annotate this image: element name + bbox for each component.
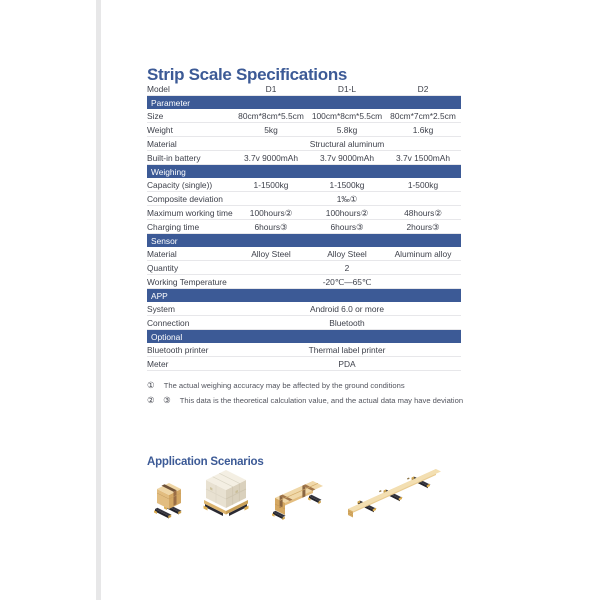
table-row: Size 80cm*8cm*5.5cm 100cm*8cm*5.5cm 80cm…	[147, 109, 461, 123]
row-label: Working Temperature	[147, 276, 227, 287]
box-stack	[205, 470, 247, 508]
page-edge-shadow	[96, 0, 101, 600]
footnote-1-marker: ①	[147, 380, 158, 390]
section-row-optional: Optional	[147, 330, 461, 343]
cell-d1: Alloy Steel	[251, 248, 291, 259]
row-label: Built-in battery	[147, 152, 201, 163]
section-row-app: APP	[147, 289, 461, 302]
cell-d1: 6hours③	[254, 221, 288, 232]
parcel-box-on-strip-scales-icon	[149, 478, 189, 524]
application-scenarios-title: Application Scenarios	[147, 455, 264, 468]
cell-d2: Aluminum alloy	[394, 248, 452, 259]
wooden-crate	[274, 481, 323, 515]
cardboard-box	[156, 483, 182, 509]
cell-d1l: Alloy Steel	[327, 248, 367, 259]
cell-d1l: 1-1500kg	[329, 179, 365, 190]
cell-span: -20℃—65℃	[322, 276, 372, 287]
table-row: Built-in battery 3.7v 9000mAh 3.7v 9000m…	[147, 151, 461, 165]
header-col-d2: D2	[417, 83, 429, 94]
row-label: Composite deviation	[147, 193, 223, 204]
row-label: Bluetooth printer	[147, 344, 209, 355]
header-col-d1: D1	[265, 83, 277, 94]
table-row: Charging time 6hours③ 6hours③ 2hours③	[147, 220, 461, 234]
strip-scales	[203, 504, 249, 516]
cell-d1: 3.7v 9000mAh	[243, 152, 298, 163]
palletized-boxes-on-strip-scales-icon	[201, 467, 251, 521]
row-label: Connection	[147, 317, 190, 328]
table-row: Maximum working time 100hours② 100hours②…	[147, 206, 461, 220]
cell-d1: 5kg	[264, 124, 278, 135]
cell-span: Structural aluminum	[309, 138, 385, 149]
table-row: Weight 5kg 5.8kg 1.6kg	[147, 123, 461, 137]
spec-table: Model D1 D1-L D2 Parameter Size 80cm*8cm…	[147, 82, 461, 371]
footnote-2-text: This data is the theoretical calculation…	[179, 395, 464, 405]
section-row-weighing: Weighing	[147, 165, 461, 178]
cell-d1l: 3.7v 9000mAh	[319, 152, 374, 163]
table-row: Meter PDA	[147, 357, 461, 371]
row-label: Quantity	[147, 262, 179, 273]
strip-scales	[272, 494, 322, 521]
row-label: Capacity (single))	[147, 179, 213, 190]
wooden-crate-on-strip-scales-icon	[271, 474, 328, 522]
wooden-beam	[347, 469, 441, 518]
cell-d1l: 100cm*8cm*5.5cm	[311, 110, 383, 121]
cell-span: PDA	[338, 358, 356, 369]
table-row: Connection Bluetooth	[147, 316, 461, 330]
row-label: Maximum working time	[147, 207, 233, 218]
table-row: Material Structural aluminum	[147, 137, 461, 151]
cell-d1: 80cm*8cm*5.5cm	[238, 110, 304, 121]
cell-d2: 2hours③	[406, 221, 440, 232]
table-row: Working Temperature -20℃—65℃	[147, 275, 461, 289]
pallet	[204, 500, 248, 515]
cell-d1l: 6hours③	[330, 221, 364, 232]
section-row-sensor: Sensor	[147, 234, 461, 247]
row-label: Material	[147, 248, 177, 259]
footnote-2: ② ③ This data is the theoretical calcula…	[147, 394, 464, 405]
cell-d2: 3.7v 1500mAh	[395, 152, 450, 163]
cell-d1: 1-1500kg	[253, 179, 289, 190]
header-model-label: Model	[147, 83, 170, 94]
cell-d1l: 5.8kg	[336, 124, 358, 135]
footnote-1-text: The actual weighing accuracy may be affe…	[163, 381, 405, 390]
row-label: Meter	[147, 358, 169, 369]
table-row: Bluetooth printer Thermal label printer	[147, 343, 461, 357]
footnote-1: ① The actual weighing accuracy may be af…	[147, 380, 461, 391]
row-label: Charging time	[147, 221, 200, 232]
table-row: System Android 6.0 or more	[147, 302, 461, 316]
footnote-2-marker: ② ③	[147, 394, 174, 405]
table-row: Quantity 2	[147, 261, 461, 275]
header-col-d1l: D1-L	[337, 83, 357, 94]
cell-d1: 100hours②	[249, 207, 293, 218]
row-label: Size	[147, 110, 164, 121]
footnotes: ① The actual weighing accuracy may be af…	[147, 380, 464, 410]
table-header-row: Model D1 D1-L D2	[147, 82, 461, 96]
cell-span: 1‰①	[336, 193, 358, 204]
row-label: Material	[147, 138, 177, 149]
row-label: Weight	[147, 124, 173, 135]
cell-d2: 80cm*7cm*2.5cm	[390, 110, 456, 121]
cell-d2: 48hours②	[404, 207, 442, 218]
cell-span: Android 6.0 or more	[309, 303, 385, 314]
cell-span: 2	[344, 262, 350, 273]
cell-d1l: 100hours②	[325, 207, 369, 218]
cell-d2: 1.6kg	[412, 124, 434, 135]
page-title: Strip Scale Specifications	[147, 65, 348, 85]
long-beam-on-strip-scales-icon	[342, 463, 442, 525]
cell-span: Thermal label printer	[308, 344, 386, 355]
table-row: Material Alloy Steel Alloy Steel Aluminu…	[147, 247, 461, 261]
table-row: Composite deviation 1‰①	[147, 192, 461, 206]
cell-span: Bluetooth	[329, 317, 365, 328]
cell-d2: 1-500kg	[407, 179, 439, 190]
section-row-parameter: Parameter	[147, 96, 461, 109]
table-row: Capacity (single)) 1-1500kg 1-1500kg 1-5…	[147, 178, 461, 192]
row-label: System	[147, 303, 175, 314]
